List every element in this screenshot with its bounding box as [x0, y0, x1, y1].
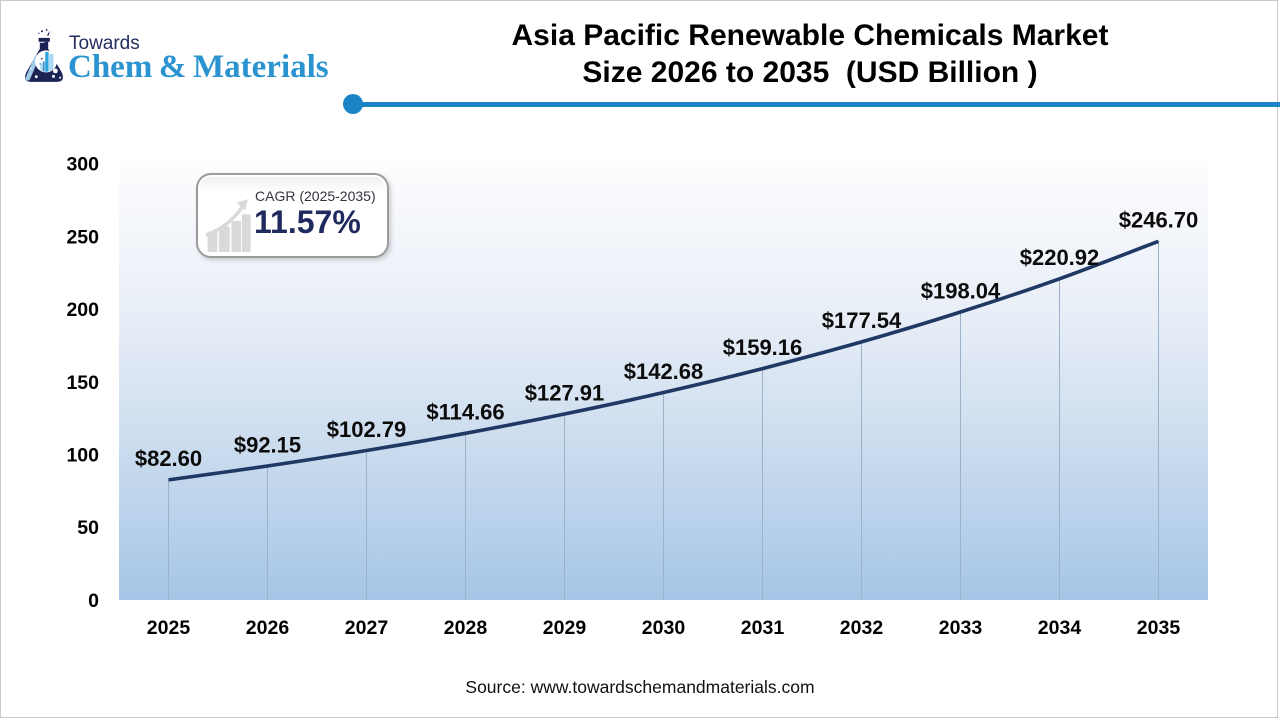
svg-text:$142.68: $142.68	[624, 359, 704, 384]
svg-text:2031: 2031	[741, 617, 785, 639]
svg-text:2029: 2029	[543, 617, 587, 639]
svg-text:50: 50	[77, 517, 99, 539]
svg-text:$82.60: $82.60	[135, 446, 202, 471]
svg-text:2034: 2034	[1038, 617, 1082, 639]
svg-text:2035: 2035	[1137, 617, 1181, 639]
svg-text:$114.66: $114.66	[426, 400, 504, 425]
svg-text:250: 250	[66, 226, 99, 248]
svg-text:$198.04: $198.04	[921, 278, 1001, 303]
svg-text:$177.54: $177.54	[822, 308, 902, 333]
svg-text:300: 300	[66, 154, 99, 176]
svg-text:$159.16: $159.16	[723, 335, 803, 360]
svg-text:2027: 2027	[345, 617, 388, 639]
svg-text:2025: 2025	[147, 617, 191, 639]
svg-text:$220.92: $220.92	[1020, 245, 1100, 270]
svg-text:100: 100	[66, 445, 99, 467]
svg-text:2026: 2026	[246, 617, 290, 639]
svg-text:$92.15: $92.15	[234, 432, 301, 457]
svg-text:0: 0	[88, 590, 99, 612]
svg-text:2028: 2028	[444, 617, 488, 639]
svg-text:$102.79: $102.79	[327, 417, 407, 442]
svg-text:$127.91: $127.91	[525, 380, 605, 405]
svg-text:2033: 2033	[939, 617, 983, 639]
svg-text:2030: 2030	[642, 617, 686, 639]
svg-text:$246.70: $246.70	[1119, 208, 1199, 233]
svg-text:150: 150	[66, 372, 99, 394]
svg-text:200: 200	[66, 299, 99, 321]
svg-text:2032: 2032	[840, 617, 884, 639]
